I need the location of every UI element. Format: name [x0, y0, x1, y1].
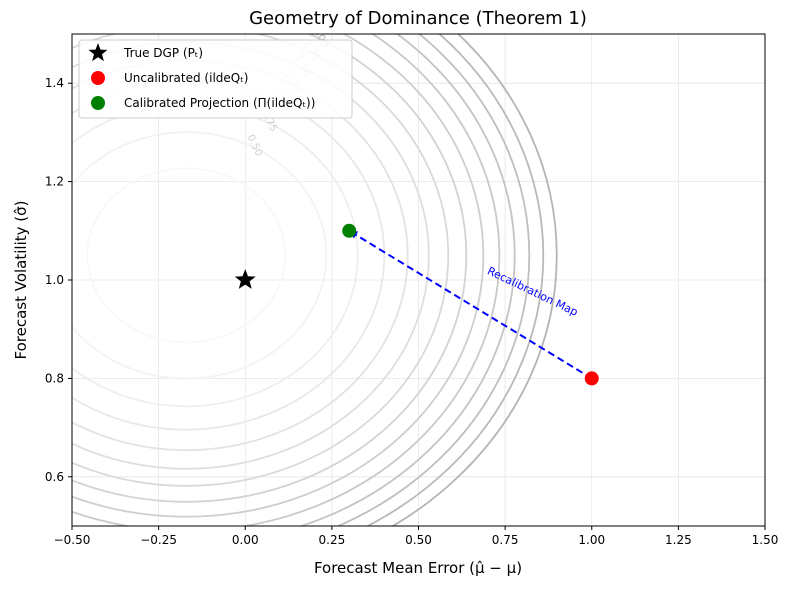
y-tick-label: 0.8 [45, 371, 64, 385]
contour-label: 2.25 [318, 11, 337, 36]
x-axis-ticks: −0.50 −0.25 0.00 0.25 0.50 0.75 1.00 1.25 1.50 [54, 526, 779, 547]
x-tick-label: 0.00 [232, 533, 259, 547]
x-axis-label: Forecast Mean Error (μ̂ − μ) [314, 559, 522, 577]
x-tick-label: 1.50 [752, 533, 779, 547]
contour-line [86, 167, 287, 344]
legend-entry-label: Calibrated Projection (Π(ildeQₜ)) [124, 96, 315, 110]
legend-marker-circle [91, 96, 105, 110]
x-tick-label: −0.50 [54, 533, 91, 547]
y-axis-label: Forecast Volatility (σ̂) [12, 201, 30, 360]
contour-line [335, 34, 531, 526]
legend-marker-circle [91, 71, 105, 85]
point-true-dgp [234, 269, 256, 289]
x-tick-label: 1.25 [665, 533, 692, 547]
x-tick-label: 0.25 [319, 533, 346, 547]
y-tick-label: 1.4 [45, 76, 64, 90]
chart-title: Geometry of Dominance (Theorem 1) [249, 8, 587, 29]
y-tick-label: 0.6 [45, 470, 64, 484]
contour-line [365, 34, 545, 526]
y-axis-ticks: 0.6 0.8 1.0 1.2 1.4 [45, 76, 72, 484]
contour-line [72, 34, 450, 487]
legend-box [78, 39, 353, 119]
x-tick-label: 1.00 [578, 533, 605, 547]
contour-line [390, 34, 558, 526]
contour-line [72, 34, 501, 526]
legend: True DGP (Pₜ) Uncalibrated (ildeQₜ) Calibr… [78, 39, 353, 119]
contour-line [72, 34, 468, 503]
y-tick-label: 1.2 [45, 175, 64, 189]
point-calibrated [342, 223, 357, 238]
legend-entry-label: Uncalibrated (ildeQₜ) [124, 71, 248, 85]
recalibration-arrow [348, 229, 593, 380]
y-tick-label: 1.0 [45, 273, 64, 287]
point-uncalibrated [584, 371, 599, 386]
legend-entry-label: True DGP (Pₜ) [123, 46, 203, 60]
x-tick-label: 0.75 [492, 533, 519, 547]
contour-line [72, 34, 516, 526]
x-tick-label: 0.50 [405, 533, 432, 547]
contour-line [72, 34, 485, 518]
legend-marker-star [88, 43, 108, 62]
contour-line [72, 131, 328, 380]
x-tick-label: −0.25 [140, 533, 177, 547]
